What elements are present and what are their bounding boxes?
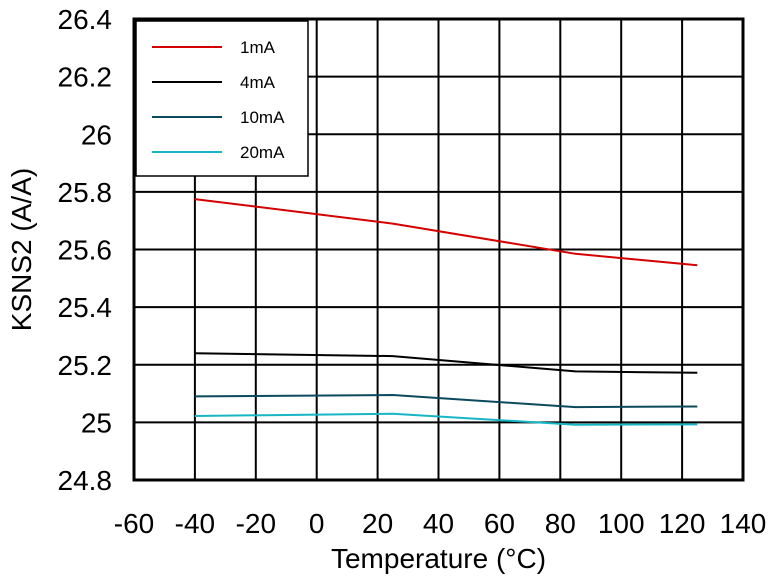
x-tick-label: 0 [309,508,325,539]
y-tick-label: 24.8 [58,465,113,496]
series-lines [194,198,698,426]
x-tick-label: 80 [545,508,576,539]
x-tick-label: 140 [720,508,767,539]
x-tick-label: 100 [598,508,645,539]
y-axis-tick-labels: 24.8 25 25.2 25.4 25.6 25.8 26 26.2 26.4 [58,4,113,496]
x-tick-label: 60 [484,508,515,539]
y-axis-label: KSNS2 (A/A) [6,168,37,331]
series-line-10mA [194,393,698,409]
y-tick-label: 25.2 [58,350,113,381]
series-line-1mA [194,198,698,267]
series-line-20mA [194,412,698,426]
y-tick-label: 25.6 [58,235,113,266]
y-tick-label: 25.4 [58,292,113,323]
y-tick-label: 26.4 [58,4,113,35]
x-tick-label: -60 [114,508,154,539]
plot-area [132,17,745,482]
legend: 1mA 4mA 10mA 20mA [135,20,309,177]
series-line-4mA [194,352,698,374]
legend-label: 1mA [240,38,276,57]
x-tick-label: 20 [362,508,393,539]
y-tick-label: 26 [81,119,112,150]
legend-label: 4mA [240,73,276,92]
x-tick-label: 40 [423,508,454,539]
x-axis-label: Temperature (°C) [331,543,546,574]
x-tick-label: -20 [236,508,276,539]
legend-label: 20mA [240,143,285,162]
y-tick-label: 26.2 [58,62,113,93]
y-tick-label: 25 [81,407,112,438]
x-tick-label: -40 [175,508,215,539]
legend-label: 10mA [240,108,285,127]
x-axis-tick-labels: -60 -40 -20 0 20 40 60 80 100 120 140 [114,508,767,539]
x-tick-label: 120 [659,508,706,539]
y-tick-label: 25.8 [58,177,113,208]
